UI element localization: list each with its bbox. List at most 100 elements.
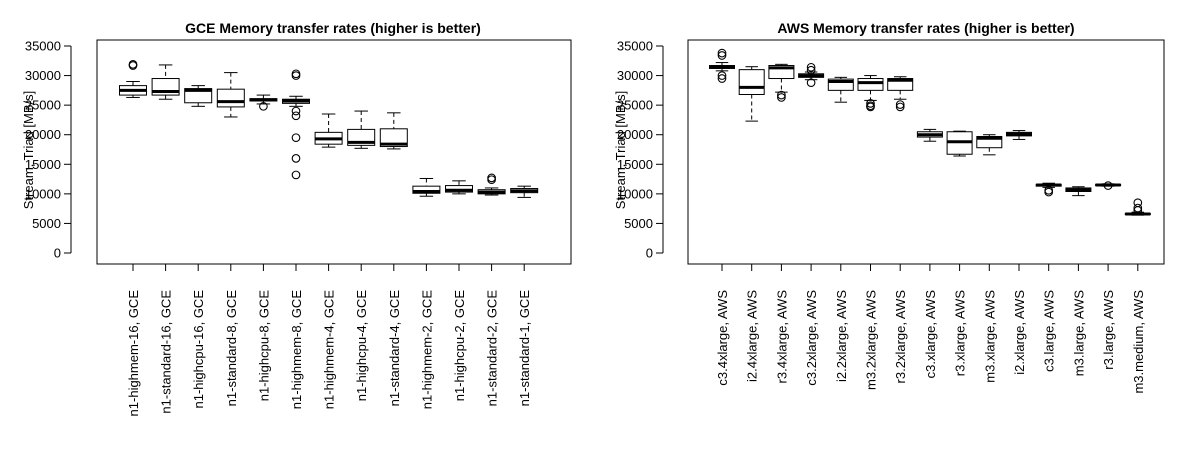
box-9 xyxy=(976,134,1003,156)
box-2 xyxy=(184,85,213,107)
plot-frame xyxy=(96,39,572,265)
outlier-point xyxy=(777,90,786,100)
x-tick-label: n1-highmem-4, GCE xyxy=(322,290,337,410)
y-axis-label: Stream, Triad [MB/s] xyxy=(21,91,36,209)
y-tick-label: 35000 xyxy=(25,39,61,54)
x-tick-label: i2.2xlarge, AWS xyxy=(834,290,849,382)
box-rect xyxy=(827,78,854,91)
box-9 xyxy=(412,177,441,197)
box-rect xyxy=(216,88,245,108)
outlier-point xyxy=(291,154,301,163)
y-tick-label: 20000 xyxy=(25,127,61,142)
y-tick-label: 25000 xyxy=(25,98,61,113)
outlier-point xyxy=(866,102,875,112)
outlier-point xyxy=(895,100,905,109)
outlier-point xyxy=(291,111,301,121)
outlier-point xyxy=(717,48,727,58)
box-10 xyxy=(1006,130,1032,140)
y-tick-label: 30000 xyxy=(617,68,653,83)
x-tick-label: i2.4xlarge, AWS xyxy=(745,290,760,382)
chart-title: GCE Memory transfer rates (higher is bet… xyxy=(185,20,481,36)
box-rect xyxy=(857,78,884,91)
x-tick-label: n1-highcpu-8, GCE xyxy=(256,290,271,402)
y-tick-label: 0 xyxy=(54,246,61,261)
box-6 xyxy=(887,76,914,112)
aws-memory-chart: AWS Memory transfer rates (higher is bet… xyxy=(613,20,1165,394)
box-4 xyxy=(827,76,854,103)
box-7 xyxy=(916,128,943,142)
x-tick-label: c3.4xlarge, AWS xyxy=(715,290,730,386)
x-tick-label: c3.large, AWS xyxy=(1042,290,1057,372)
x-tick-label: c3.xlarge, AWS xyxy=(923,290,938,379)
box-1 xyxy=(151,64,180,100)
x-tick-label: n1-highcpu-16, GCE xyxy=(191,290,206,409)
outlier-point xyxy=(291,106,301,116)
box-8 xyxy=(379,112,408,150)
box-10 xyxy=(445,180,473,195)
y-tick-label: 0 xyxy=(646,246,653,261)
outlier-point xyxy=(1133,203,1143,213)
x-tick-label: m3.xlarge, AWS xyxy=(982,290,997,383)
outlier-point xyxy=(487,173,496,183)
outlier-point xyxy=(717,51,727,60)
box-13 xyxy=(1095,181,1122,190)
x-tick-label: n1-highmem-8, GCE xyxy=(289,290,304,410)
outlier-point xyxy=(128,59,138,69)
outlier-point xyxy=(895,102,905,112)
x-tick-label: r3.xlarge, AWS xyxy=(953,290,968,377)
box-4 xyxy=(249,94,278,111)
box-5 xyxy=(857,75,884,112)
outlier-point xyxy=(1133,206,1143,215)
chart-title: AWS Memory transfer rates (higher is bet… xyxy=(777,20,1074,36)
outlier-point xyxy=(717,71,727,80)
y-tick-label: 20000 xyxy=(617,127,653,142)
y-tick-label: 30000 xyxy=(25,68,61,83)
box-8 xyxy=(946,130,973,157)
y-tick-label: 5000 xyxy=(32,216,61,231)
y-tick-label: 25000 xyxy=(617,98,653,113)
box-12 xyxy=(510,185,539,198)
x-tick-label: n1-standard-16, GCE xyxy=(159,290,174,414)
x-tick-label: n1-standard-2, GCE xyxy=(485,290,500,407)
box-7 xyxy=(347,110,376,149)
x-tick-label: m3.large, AWS xyxy=(1071,290,1086,377)
box-rect xyxy=(379,128,408,148)
box-3 xyxy=(216,72,245,118)
box-rect xyxy=(412,185,441,194)
outlier-point xyxy=(291,133,301,143)
box-2 xyxy=(768,63,795,102)
box-rect xyxy=(184,88,213,104)
outlier-point xyxy=(717,74,727,83)
outlier-point xyxy=(291,71,301,80)
outlier-point xyxy=(259,101,268,111)
x-tick-label: n1-standard-4, GCE xyxy=(387,290,402,407)
y-tick-label: 35000 xyxy=(617,39,653,54)
x-tick-label: n1-standard-1, GCE xyxy=(517,290,532,407)
y-axis-label: Stream, Triad [MB/s] xyxy=(613,91,628,209)
outlier-point xyxy=(1103,181,1113,190)
x-tick-label: n1-standard-8, GCE xyxy=(224,290,239,407)
outlier-point xyxy=(1044,187,1054,197)
box-1 xyxy=(738,66,765,122)
y-tick-label: 10000 xyxy=(25,186,61,201)
box-3 xyxy=(798,62,825,88)
box-14 xyxy=(1124,198,1151,216)
box-rect xyxy=(738,69,765,95)
outlier-point xyxy=(291,170,301,180)
box-11 xyxy=(1035,182,1062,197)
x-tick-label: c3.2xlarge, AWS xyxy=(804,290,819,386)
box-5 xyxy=(282,69,310,180)
outlier-point xyxy=(777,93,786,102)
x-tick-label: m3.medium, AWS xyxy=(1131,290,1146,394)
plot-frame xyxy=(687,39,1165,265)
box-rect xyxy=(976,135,1003,149)
box-12 xyxy=(1065,186,1092,197)
x-tick-label: r3.2xlarge, AWS xyxy=(893,290,908,384)
x-tick-label: i2.xlarge, AWS xyxy=(1012,290,1027,375)
box-0 xyxy=(119,59,147,98)
outlier-point xyxy=(806,78,816,88)
x-tick-label: r3.large, AWS xyxy=(1101,290,1116,370)
x-tick-label: n1-highmem-16, GCE xyxy=(126,290,141,417)
x-tick-label: n1-highcpu-4, GCE xyxy=(354,290,369,402)
